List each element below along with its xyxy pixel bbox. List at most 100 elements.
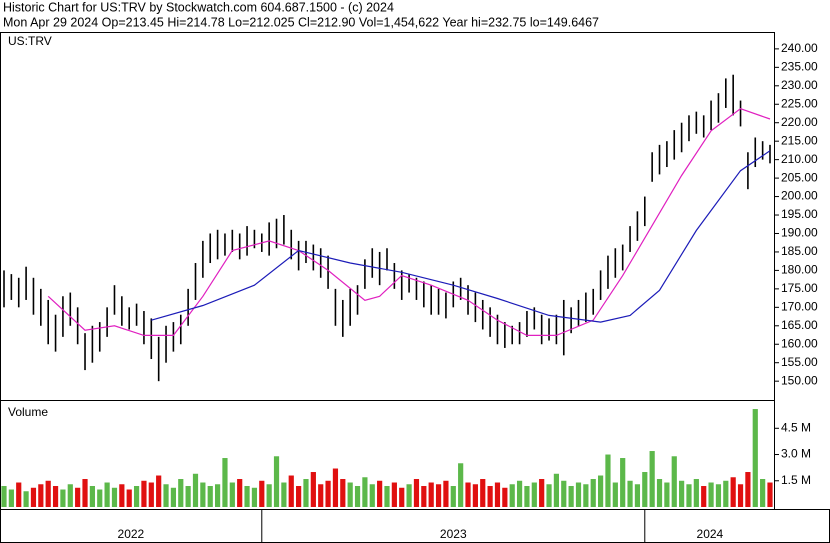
volume-bar [509,484,515,507]
volume-bar [620,458,626,507]
y-tick-label: 180.00 [781,263,818,277]
volume-tick-label: 4.5 M [781,420,811,434]
y-tick-label: 190.00 [781,226,818,240]
y-tick-label: 205.00 [781,170,818,184]
volume-bar [531,482,537,507]
moving-average [151,150,771,323]
volume-bar [708,482,714,507]
volume-bar [185,486,191,507]
volume-tick-label: 3.0 M [781,447,811,461]
volume-bar [192,473,199,507]
volume-bar [502,487,508,507]
volume-bar [222,458,228,507]
moving-average [47,108,771,336]
volume-bar [443,480,449,507]
volume-bar [413,479,420,507]
volume-bar [597,475,604,507]
volume-bar [214,484,221,507]
volume-bar [38,484,44,507]
volume-bar [760,479,766,507]
volume-bar [480,479,486,507]
volume-bar [686,484,692,507]
volume-bar [67,484,73,507]
volume-bar [244,486,250,507]
volume-bar [104,482,110,507]
volume-bar [428,482,434,507]
volume-bar [590,479,596,507]
volume-bar [170,487,177,507]
volume-bar [8,489,14,507]
volume-bar [141,480,147,507]
volume-bar [450,486,456,507]
volume-bar [693,479,699,507]
volume-bar [642,472,648,507]
y-tick-label: 150.00 [781,373,818,387]
y-tick-label: 210.00 [781,152,818,166]
volume-bar [237,479,243,507]
volume-bar [259,480,265,507]
volume-bar [539,479,545,507]
volume-bar [715,484,722,507]
volume-bar [391,482,397,507]
volume-bar [207,486,213,507]
volume-bar [384,486,390,507]
volume-bar [487,486,493,507]
volume-bar [126,489,132,507]
chart-title: Historic Chart for US:TRV by Stockwatch.… [3,0,394,14]
volume-bar [465,482,471,507]
chart-subtitle: Mon Apr 29 2024 Op=213.45 Hi=214.78 Lo=2… [3,15,599,29]
volume-bar [119,484,125,507]
volume-bar [89,486,95,507]
volume-bar [369,484,375,507]
volume-bar [421,486,427,507]
y-tick-label: 235.00 [781,60,818,74]
volume-bar [494,482,501,507]
y-tick-label: 240.00 [781,41,818,55]
volume-bar [16,482,22,507]
volume-bar [200,482,206,507]
volume-bar [679,480,685,507]
volume-bar [75,487,81,507]
volume-bar [561,480,567,507]
volume-bar [546,484,552,507]
volume-bar [97,489,103,507]
volume-bar [730,477,736,507]
volume-bar [575,482,582,507]
volume-bar [303,479,309,507]
volume-bar [318,484,324,507]
volume-bar [406,484,412,507]
volume-bar [605,454,611,507]
volume-bar [737,484,744,507]
volume-bar [568,486,574,507]
volume-bar [266,484,272,507]
volume-bar [583,484,589,507]
year-label: 2024 [697,527,724,541]
volume-bar [362,477,368,507]
volume-tick-label: 1.5 M [781,473,811,487]
volume-bar [178,479,184,507]
volume-bar [458,463,464,507]
volume-bar [133,486,140,507]
y-tick-label: 175.00 [781,281,818,295]
volume-bar [82,479,88,507]
volume-bar [52,486,59,507]
y-tick-label: 230.00 [781,78,818,92]
y-tick-label: 195.00 [781,207,818,221]
volume-bar [634,484,641,507]
volume-bar [354,486,361,507]
volume-bar [524,486,530,507]
volume-bar [30,487,37,507]
volume-bar [399,487,405,507]
volume-bar [377,480,383,507]
volume-bar [664,482,670,507]
volume-bar [148,482,154,507]
volume-bar [325,480,331,507]
volume-bar [627,480,633,507]
volume-bar [310,472,316,507]
volume-bar [229,482,235,507]
year-label: 2022 [118,527,145,541]
volume-bar [156,475,162,507]
volume-bar [671,456,677,507]
volume-bar [111,487,118,507]
